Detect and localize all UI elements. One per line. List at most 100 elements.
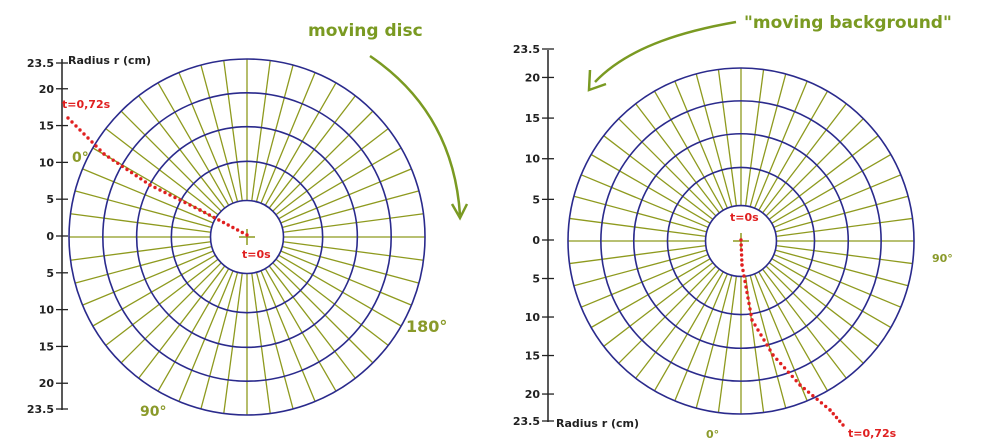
right-tick-label: 20 xyxy=(525,71,541,84)
right-trajectory-dot xyxy=(794,379,798,383)
left-spoke xyxy=(178,72,234,204)
right-tick-label: 23.5 xyxy=(513,43,540,56)
right-spoke xyxy=(749,73,787,207)
right-time-end: t=0,72s xyxy=(848,427,897,440)
left-time-end: t=0,72s xyxy=(62,98,111,111)
left-trajectory-dot xyxy=(203,210,207,215)
left-polar-disc xyxy=(68,58,426,416)
right-ring-3 xyxy=(632,132,850,350)
right-spoke xyxy=(580,253,709,308)
right-trajectory-dot xyxy=(741,268,745,273)
right-spoke xyxy=(695,275,733,409)
left-spoke xyxy=(157,268,230,392)
left-spoke xyxy=(120,262,222,364)
left-ring-3 xyxy=(135,125,359,349)
right-tick-label: 20 xyxy=(525,388,541,401)
left-spoke xyxy=(223,273,243,414)
right-spoke xyxy=(674,273,729,402)
right-tick-label: 10 xyxy=(525,153,541,166)
right-rotation-arrow xyxy=(594,20,737,83)
right-trajectory-dot xyxy=(798,383,802,387)
right-spoke xyxy=(573,195,707,233)
right-trajectory-dot xyxy=(756,328,760,332)
left-trajectory-dot xyxy=(153,185,157,190)
left-arrowhead-icon xyxy=(450,203,469,221)
left-spoke xyxy=(74,245,212,284)
right-spoke xyxy=(775,249,909,287)
left-trajectory-dot xyxy=(106,155,111,159)
left-spoke xyxy=(82,168,214,224)
right-spoke xyxy=(635,103,720,214)
right-trajectory-dot xyxy=(811,394,815,398)
right-trajectory-dot xyxy=(838,419,842,423)
right-spoke xyxy=(573,249,707,287)
right-spoke xyxy=(753,273,808,402)
left-spoke xyxy=(282,190,420,229)
left-trajectory-dot xyxy=(231,225,235,230)
left-trajectory-dot xyxy=(148,183,152,187)
left-tick-label: 15 xyxy=(39,120,54,133)
right-tick-label: 10 xyxy=(525,311,541,324)
right-spoke xyxy=(717,276,738,413)
right-trajectory-dot xyxy=(747,301,751,306)
left-spoke xyxy=(282,245,420,284)
left-trajectory-dot xyxy=(173,195,177,200)
right-time-start: t=0s xyxy=(730,211,759,224)
left-spoke xyxy=(278,254,402,327)
left-spoke xyxy=(138,95,226,209)
right-trajectory-dot xyxy=(739,253,744,257)
left-trajectory-dot xyxy=(90,140,94,144)
right-angle-0: 0° xyxy=(706,428,719,441)
left-spoke xyxy=(275,258,389,346)
left-spoke xyxy=(251,273,271,414)
right-trajectory-dot xyxy=(740,258,744,262)
left-trajectory-dot xyxy=(102,152,106,156)
left-trajectory-dot xyxy=(183,200,187,205)
left-ring-2 xyxy=(170,160,324,314)
right-spoke xyxy=(773,174,902,229)
right-spoke xyxy=(753,80,808,209)
right-spoke xyxy=(603,262,714,347)
left-spoke xyxy=(74,190,212,229)
right-spoke xyxy=(762,103,847,214)
right-ring-4 xyxy=(600,100,882,382)
left-time-start: t=0s xyxy=(242,248,271,261)
left-trajectory-dot xyxy=(226,223,230,227)
right-spoke xyxy=(758,271,829,392)
right-trajectory-dot xyxy=(768,348,772,352)
right-trajectory-dot xyxy=(750,318,754,322)
left-trajectory-dot xyxy=(134,174,138,178)
left-caption: moving disc xyxy=(308,21,423,41)
left-tick-label: 23.5 xyxy=(27,57,54,70)
left-trajectory-dot xyxy=(70,120,74,124)
right-trajectory-dot xyxy=(824,404,828,409)
right-spoke xyxy=(749,275,787,409)
right-trajectory-dot xyxy=(782,366,787,370)
right-trajectory-dot xyxy=(746,296,750,300)
left-trajectory-dot xyxy=(207,213,212,217)
right-trajectory-dot xyxy=(779,361,783,366)
right-spoke xyxy=(569,244,706,265)
right-trajectory-dot xyxy=(775,357,779,361)
left-trajectory-dot xyxy=(240,230,244,235)
left-spoke xyxy=(92,147,216,220)
right-tick-label: 5 xyxy=(532,273,540,286)
left-trajectory-dot xyxy=(212,215,216,220)
left-trajectory-dot xyxy=(66,116,70,120)
left-spoke xyxy=(275,128,389,216)
right-trajectory-dot xyxy=(802,386,806,391)
right-caption: "moving background" xyxy=(744,13,952,33)
left-trajectory-dot xyxy=(168,193,172,197)
right-spoke xyxy=(775,195,909,233)
right-tick-label: 15 xyxy=(525,350,540,363)
left-spoke xyxy=(92,254,216,327)
right-spoke xyxy=(569,217,706,238)
left-trajectory-dot xyxy=(198,208,202,212)
right-spoke xyxy=(771,153,892,224)
left-angle-90: 90° xyxy=(140,404,166,420)
right-ring-5 xyxy=(567,67,915,415)
right-trajectory-dot xyxy=(739,248,744,252)
right-spoke xyxy=(653,90,724,211)
right-ring-2 xyxy=(666,166,816,316)
